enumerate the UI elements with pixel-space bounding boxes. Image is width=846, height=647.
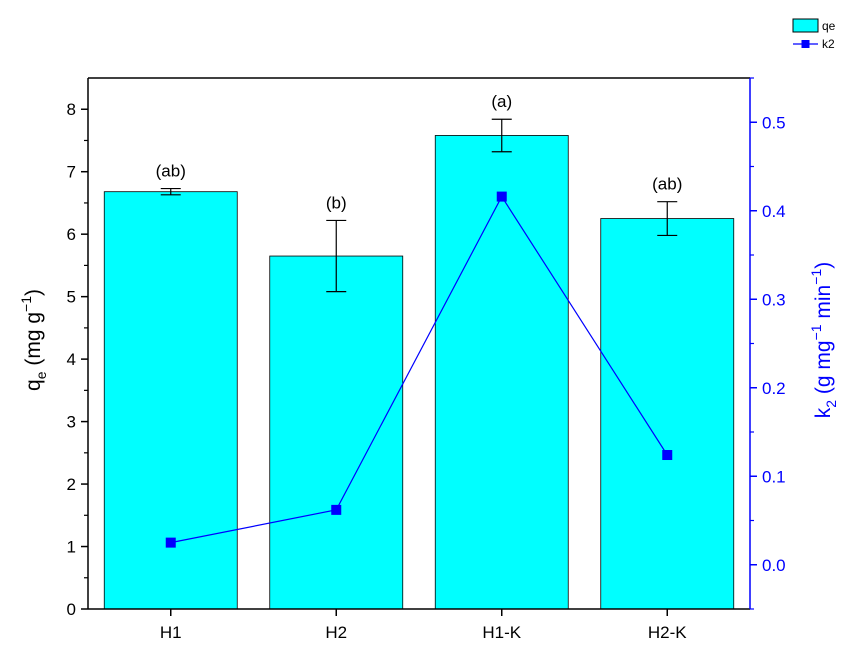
x-tick-label-h2-k: H2-K	[648, 623, 687, 642]
y-title-close: )	[22, 289, 45, 296]
k2-marker-1	[331, 504, 342, 515]
error-bars-layer	[160, 118, 678, 293]
axes-layer: 0 1 2 3 4 5 6 7 8 0.0 0.1 0.2 0.3 0.4 0.5 H1 H2 H1-K H2-K	[67, 77, 786, 642]
y-tick-label-4: 4	[67, 350, 76, 369]
bar-h2	[269, 255, 404, 610]
y-tick-label-5: 5	[67, 288, 76, 307]
y-tick-label-1: 1	[67, 538, 76, 557]
y2-tick-label-0.2: 0.2	[762, 379, 786, 398]
annotation-0: (ab)	[156, 162, 186, 181]
y-tick-label-8: 8	[67, 100, 76, 119]
y2-title-sup2: −1	[808, 269, 824, 285]
y2-title-rest: (g mg	[812, 340, 835, 400]
y2-tick-label-0.5: 0.5	[762, 113, 786, 132]
bar-h2-k	[600, 218, 735, 610]
annotation-3: (ab)	[652, 175, 682, 194]
legend-qe-swatch	[792, 18, 819, 33]
y-axis-title: qe (mg g−1)	[18, 289, 49, 391]
k2-marker-2	[496, 191, 507, 202]
y-title-sub: e	[33, 371, 49, 379]
y-title-base: q	[22, 379, 45, 391]
y2-title-close: )	[812, 262, 835, 269]
y-tick-label-7: 7	[67, 163, 76, 182]
y-tick-label-2: 2	[67, 475, 76, 494]
k2-marker-3	[662, 450, 673, 461]
y2-axis-title: k2 (g mg−1 min−1)	[808, 262, 839, 418]
annotation-1: (b)	[326, 193, 347, 212]
legend: qe k2	[792, 18, 836, 51]
y2-title-mid: min	[812, 285, 835, 325]
y-title-sup: −1	[18, 296, 34, 312]
k2-line-layer	[165, 191, 673, 548]
y2-tick-label-0.3: 0.3	[762, 290, 786, 309]
bars-layer	[103, 135, 735, 610]
annotation-2: (a)	[491, 92, 512, 111]
y-tick-label-0: 0	[67, 600, 76, 619]
y2-tick-label-0.4: 0.4	[762, 202, 786, 221]
legend-k2-marker	[801, 40, 810, 48]
y2-title-sub: 2	[823, 400, 839, 408]
x-tick-label-h1-k: H1-K	[482, 623, 521, 642]
y2-title-base: k	[812, 407, 835, 418]
y2-title-sup: −1	[808, 324, 824, 340]
legend-qe-label: qe	[822, 19, 836, 33]
y-tick-label-6: 6	[67, 225, 76, 244]
annotations-layer: (ab) (b) (a) (ab)	[156, 92, 683, 212]
k2-marker-0	[165, 537, 176, 548]
y2-tick-label-0.1: 0.1	[762, 467, 786, 486]
y-tick-label-3: 3	[67, 413, 76, 432]
legend-k2-label: k2	[822, 37, 835, 51]
bar-h1-k	[434, 135, 569, 610]
x-tick-label-h2: H2	[325, 623, 347, 642]
k2-line	[170, 195, 668, 544]
y-title-rest: (mg g	[22, 312, 45, 372]
y2-tick-label-0.0: 0.0	[762, 556, 786, 575]
x-tick-label-h1: H1	[160, 623, 182, 642]
